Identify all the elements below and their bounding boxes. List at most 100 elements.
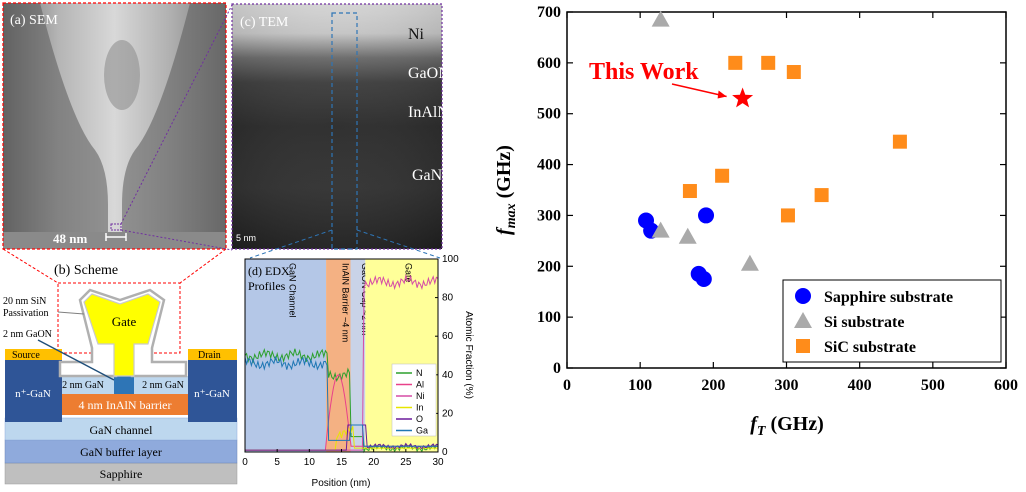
square-point: [892, 134, 907, 149]
x-tick-label: 300: [775, 377, 799, 394]
drain-label: Drain: [198, 350, 221, 361]
channel-label: GaN channel: [90, 423, 154, 437]
sem-scale-label: 48 nm: [53, 231, 87, 246]
legend-square-marker: [796, 339, 810, 353]
sem-label: (a) SEM: [10, 13, 58, 28]
chart-legend: Sapphire substrate Si substrate SiC substr…: [782, 279, 1002, 363]
nplus-left-label: n⁺-GaN: [15, 388, 51, 400]
edx-legend-label: N: [416, 368, 423, 378]
edx-region-label: InAlN Barrier ~4 nm: [340, 263, 350, 342]
tem-layer-inaln: InAlN: [408, 104, 449, 121]
edx-label-1: (d) EDX: [248, 264, 290, 278]
triangle-point: [651, 221, 670, 238]
edx-region-label: Gate: [404, 263, 414, 283]
edx-legend-label: Al: [416, 380, 424, 390]
edx-legend-label: In: [416, 403, 424, 413]
edx-x-tick-label: 10: [304, 457, 316, 468]
gaon-label: 2 nm GaON: [3, 329, 52, 340]
edx-y-tick-label: 20: [442, 408, 454, 419]
tem-panel: (c) TEM Ni GaON InAlN GaN 5 nm: [231, 3, 450, 259]
x-axis-label: fT (GHz): [750, 413, 824, 439]
edx-legend-label: O: [416, 414, 423, 424]
gate-metal: [83, 293, 161, 377]
edx-x-tick-label: 20: [368, 457, 380, 468]
nplus-right-label: n⁺-GaN: [194, 388, 230, 400]
source-contact: [5, 349, 62, 360]
edx-x-tick-label: 15: [336, 457, 348, 468]
edx-y-tick-label: 0: [442, 447, 448, 458]
this-work-arrow: [671, 83, 727, 98]
edx-line-ga: [244, 356, 438, 447]
square-point: [780, 208, 795, 223]
edx-x-tick-label: 30: [432, 457, 444, 468]
square-point: [682, 184, 697, 199]
gate-label: Gate: [112, 314, 137, 329]
triangle-point: [651, 10, 670, 27]
legend-circle-marker: [795, 288, 811, 304]
square-point: [761, 55, 776, 70]
nplus-right: [188, 360, 237, 422]
this-work-star: [732, 87, 754, 108]
edx-y-tick-label: 60: [442, 331, 454, 342]
y-tick-label: 0: [553, 360, 561, 377]
edx-legend-label: Ni: [416, 391, 425, 401]
square-point: [728, 55, 743, 70]
channel-layer: [4, 417, 238, 441]
cap-left-label: 2 nm GaN: [62, 380, 104, 391]
legend-label: SiC substrate: [824, 339, 916, 356]
barrier-layer: [62, 394, 188, 415]
edx-region: [350, 259, 366, 452]
y-tick-label: 700: [537, 4, 561, 21]
x-tick-label: 100: [628, 377, 652, 394]
tem-layer-ni: Ni: [408, 26, 425, 43]
edx-legend-label: Ga: [416, 426, 428, 436]
square-point: [786, 65, 801, 80]
edx-label-2: Profiles: [248, 279, 286, 293]
edx-y-tick-label: 100: [442, 254, 459, 265]
this-work-arrowhead: [717, 90, 727, 99]
tem-label: (c) TEM: [240, 15, 289, 30]
edx-y-tick-label: 40: [442, 370, 454, 381]
scheme-panel: (b) Scheme Sapphire GaN buffer layer GaN…: [2, 248, 238, 485]
edx-region-label: GaON Cap ~2 nm: [360, 263, 370, 335]
edx-panel: GaN Channel InAlN Barrier ~4 nm GaON Cap ~…: [242, 254, 474, 489]
drain-contact: [188, 349, 237, 360]
legend-box: [782, 279, 1002, 363]
edx-x-tick-label: 0: [242, 457, 248, 468]
edx-x-tick-label: 25: [400, 457, 412, 468]
y-tick-label: 100: [537, 309, 561, 326]
sin-label-2: Passivation: [3, 308, 49, 319]
scheme-label: (b) Scheme: [54, 263, 118, 278]
sin-label-1: 20 nm SiN: [3, 296, 46, 307]
tem-layer-gan: GaN: [412, 167, 443, 184]
square-point: [814, 188, 829, 203]
circle-point: [698, 207, 715, 224]
buffer-label: GaN buffer layer: [80, 445, 162, 459]
nplus-left: [5, 360, 62, 422]
source-label: Source: [12, 350, 40, 361]
this-work-label: This Work: [589, 59, 699, 85]
x-tick-label: 500: [921, 377, 945, 394]
legend-label: Sapphire substrate: [824, 289, 953, 306]
legend-label: Si substrate: [824, 314, 904, 331]
sem-panel: (a) SEM 48 nm: [2, 2, 233, 251]
legend-triangle-marker: [794, 312, 812, 328]
square-point: [715, 168, 730, 183]
triangle-point: [678, 227, 697, 244]
x-tick-label: 0: [563, 377, 571, 394]
y-axis-label: fmax (GHz): [493, 145, 519, 235]
x-tick-label: 200: [701, 377, 725, 394]
sapphire-label: Sapphire: [100, 467, 143, 481]
edx-region: [326, 259, 351, 452]
edx-ylabel: Atomic Fraction (%): [463, 311, 474, 399]
scatter-chart: 0 100 200 300 400 500 600 0 100 200 300 400 500 600 70…: [493, 4, 1018, 439]
edx-y-tick-label: 80: [442, 293, 454, 304]
sem-scale-bar: [105, 233, 127, 241]
triangle-point: [740, 254, 759, 271]
x-tick-label: 400: [848, 377, 872, 394]
gaon-pointer: [37, 339, 115, 381]
y-tick-label: 500: [537, 106, 561, 123]
cap-right-label: 2 nm GaN: [142, 380, 184, 391]
tem-layer-gaon: GaON: [408, 65, 450, 82]
